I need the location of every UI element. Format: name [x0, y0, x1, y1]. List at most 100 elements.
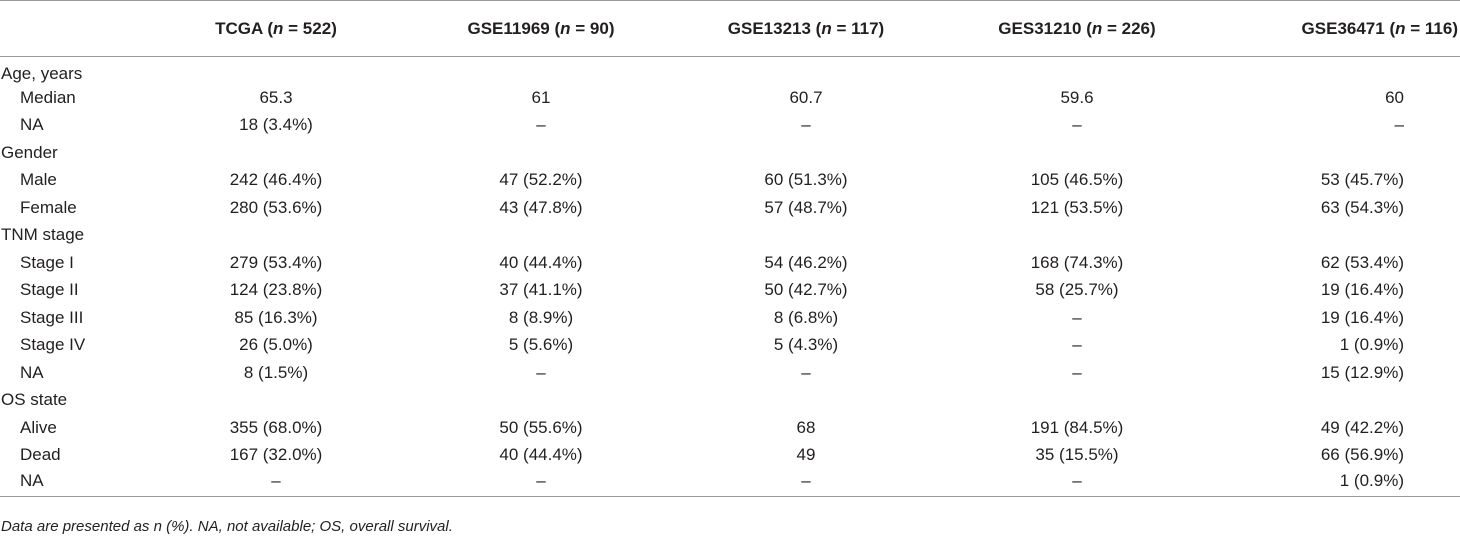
row-label: NA: [20, 115, 44, 135]
table-cell: 68: [796, 417, 816, 437]
table-cell: [1214, 139, 1460, 167]
table-row: Median 65.3 61 60.7 59.6 60: [0, 84, 1460, 112]
table-cell: [940, 57, 1214, 85]
table-cell: 66 (56.9%): [1320, 445, 1404, 465]
table-cell: 191 (84.5%): [1030, 417, 1124, 437]
table-cell: 355 (68.0%): [229, 417, 323, 437]
table-cell: 60.7: [789, 87, 823, 107]
table-cell: 85 (16.3%): [234, 307, 318, 327]
table-cell: [1214, 222, 1460, 250]
table-cell: 19 (16.4%): [1320, 307, 1404, 327]
table-cell: [1214, 57, 1460, 85]
group-label: Age, years: [1, 63, 83, 83]
table-cell: 40 (44.4%): [499, 445, 583, 465]
table-cell: 1 (0.9%): [1214, 469, 1460, 497]
column-header: GSE11969 (n = 90): [410, 0, 672, 57]
table-cell: [142, 222, 410, 250]
table-cell: 58 (25.7%): [1035, 280, 1119, 300]
table-row: NA 18 (3.4%) – – – –: [0, 112, 1460, 140]
row-label: Dead: [20, 445, 61, 465]
table-cell: 26 (5.0%): [239, 335, 313, 355]
table-cell: [940, 139, 1214, 167]
table-row: NA – – – –1 (0.9%): [0, 469, 1460, 497]
table-cell: 40 (44.4%): [499, 252, 583, 272]
table-row: Male 242 (46.4%) 47 (52.2%) 60 (51.3%) 105 (…: [0, 167, 1460, 195]
table-cell: –: [1072, 362, 1082, 382]
table-row: Stage I 279 (53.4%) 40 (44.4%) 54 (46.2%) 16…: [0, 249, 1460, 277]
table-cell: 59.6: [1060, 87, 1094, 107]
header-row: TCGA (n = 522) GSE11969 (n = 90) GSE1321…: [0, 0, 1460, 57]
table-row: Stage II 124 (23.8%) 37 (41.1%) 50 (42.7%) 5…: [0, 277, 1460, 305]
table-cell: –: [410, 469, 672, 497]
table-group-row: OS state: [0, 387, 1460, 415]
table-cell: 280 (53.6%): [229, 197, 323, 217]
table-cell: [410, 222, 672, 250]
table-cell: [672, 139, 940, 167]
table-cell: –: [801, 362, 811, 382]
table-row: Alive 355 (68.0%) 50 (55.6%) 68 191 (84.5%) 4…: [0, 414, 1460, 442]
column-header: GES31210 (n = 226): [940, 0, 1214, 57]
table-group-row: TNM stage: [0, 222, 1460, 250]
table-cell: 8 (1.5%): [243, 362, 309, 382]
table-cell: 8 (6.8%): [773, 307, 839, 327]
table-group-row: Gender: [0, 139, 1460, 167]
table-cell: [1214, 387, 1460, 415]
table-row: Stage III 85 (16.3%) 8 (8.9%) 8 (6.8%) – 19 (…: [0, 304, 1460, 332]
table-cell: 1 (0.9%): [1339, 335, 1404, 355]
row-label: Stage I: [20, 252, 74, 272]
table-cell: 57 (48.7%): [764, 197, 848, 217]
table-header: TCGA (n = 522) GSE11969 (n = 90) GSE1321…: [0, 0, 1460, 57]
table-cell: 65.3: [259, 87, 293, 107]
table-cell: [672, 222, 940, 250]
table-cell: [142, 387, 410, 415]
table-cell: 49: [796, 445, 816, 465]
table-row: Dead 167 (32.0%) 40 (44.4%) 49 35 (15.5%) 66 …: [0, 442, 1460, 470]
table-cell: –: [536, 362, 546, 382]
table-cell: 43 (47.8%): [499, 197, 583, 217]
table-cell: 5 (4.3%): [773, 335, 839, 355]
table-cell: 53 (45.7%): [1320, 170, 1404, 190]
table-cell: –: [1072, 307, 1082, 327]
table-footnote: Data are presented as n (%). NA, not ava…: [1, 518, 453, 535]
table-cell: 279 (53.4%): [229, 252, 323, 272]
row-label: NA: [20, 362, 44, 382]
column-header: TCGA (n = 522): [142, 0, 410, 57]
table-cell: 105 (46.5%): [1030, 170, 1124, 190]
column-header: GSE36471 (n = 116): [1214, 0, 1460, 57]
table-cell: 5 (5.6%): [508, 335, 574, 355]
table-cell: 62 (53.4%): [1320, 252, 1404, 272]
characteristics-table: TCGA (n = 522) GSE11969 (n = 90) GSE1321…: [0, 0, 1460, 497]
table-cell: 18 (3.4%): [239, 115, 313, 135]
table-cell: [142, 57, 410, 85]
table-cell: [410, 139, 672, 167]
table-row: NA 8 (1.5%) – – – 15 (12.9%): [0, 359, 1460, 387]
table-cell: –: [1072, 335, 1082, 355]
row-label: Stage III: [20, 307, 84, 327]
table-cell: 124 (23.8%): [229, 280, 323, 300]
table-cell: 15 (12.9%): [1320, 362, 1404, 382]
row-label: Stage IV: [20, 335, 86, 355]
group-label: TNM stage: [1, 225, 85, 245]
table-cell: [410, 387, 672, 415]
table-cell: [410, 57, 672, 85]
table-cell: –: [1072, 115, 1082, 135]
table-cell: 121 (53.5%): [1030, 197, 1124, 217]
column-header: GSE13213 (n = 117): [672, 0, 940, 57]
table-cell: –: [940, 469, 1214, 497]
table-cell: [672, 57, 940, 85]
table-cell: 8 (8.9%): [508, 307, 574, 327]
table-cell: 167 (32.0%): [229, 445, 323, 465]
table-cell: –: [536, 115, 546, 135]
table-cell: 50 (55.6%): [499, 417, 583, 437]
group-label: OS state: [1, 390, 68, 410]
table-cell: 49 (42.2%): [1320, 417, 1404, 437]
table-cell: 61: [531, 87, 551, 107]
table-cell: 242 (46.4%): [229, 170, 323, 190]
row-label: Male: [20, 170, 57, 190]
table-cell: 19 (16.4%): [1320, 280, 1404, 300]
table-cell: 47 (52.2%): [499, 170, 583, 190]
row-label: Female: [20, 197, 77, 217]
table-cell: 60 (51.3%): [764, 170, 848, 190]
table-cell: [940, 222, 1214, 250]
